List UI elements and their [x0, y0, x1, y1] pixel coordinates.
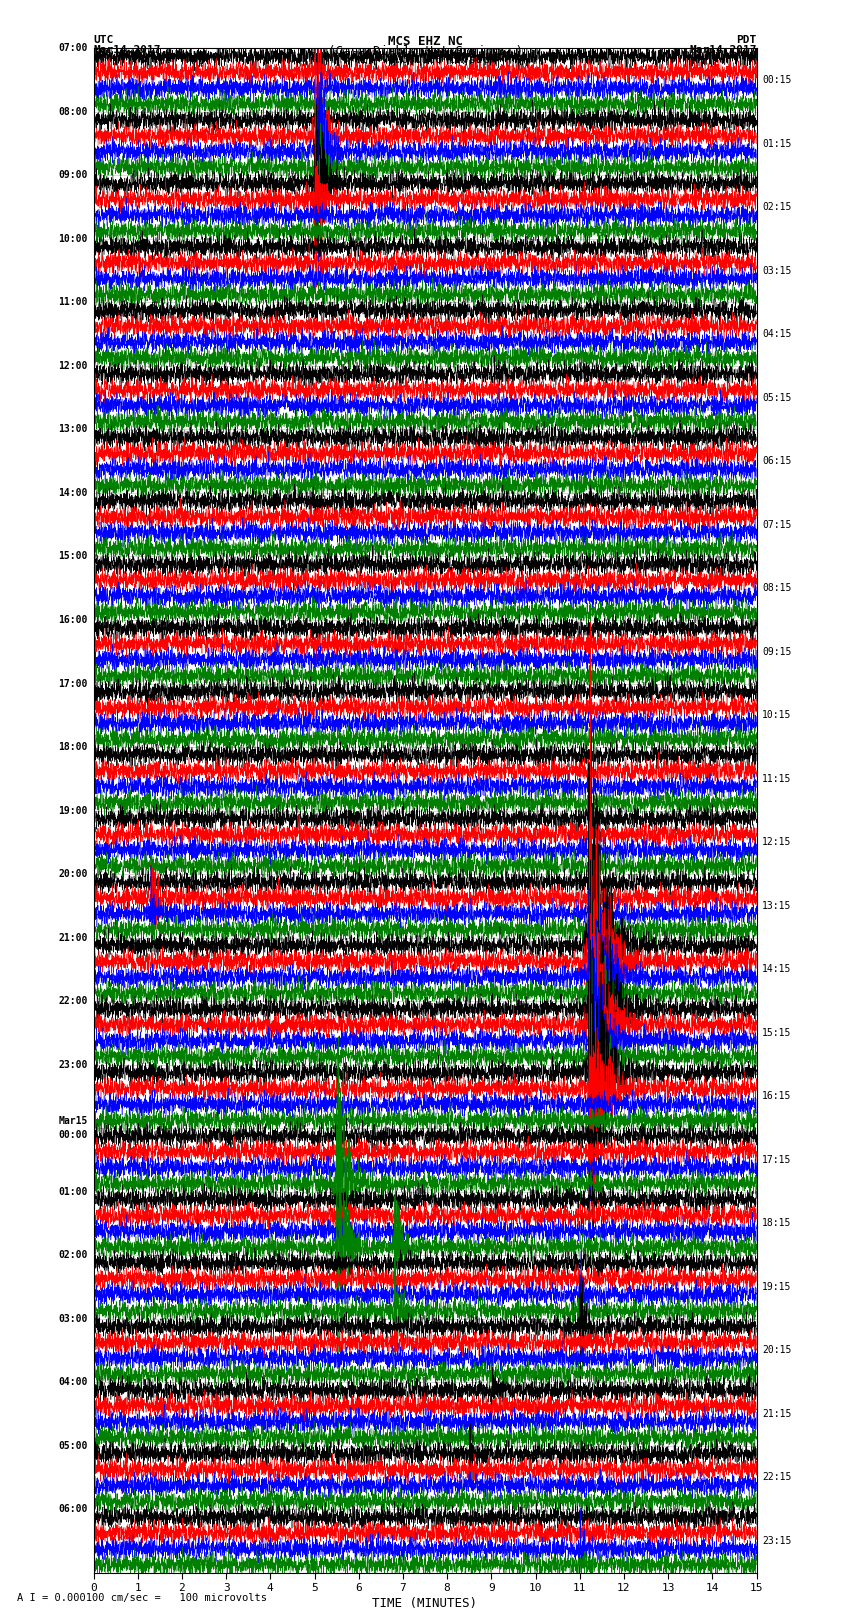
Text: 01:00: 01:00: [59, 1187, 88, 1197]
X-axis label: TIME (MINUTES): TIME (MINUTES): [372, 1597, 478, 1610]
Text: 21:00: 21:00: [59, 932, 88, 942]
Text: 17:00: 17:00: [59, 679, 88, 689]
Text: 08:15: 08:15: [762, 584, 791, 594]
Text: 13:15: 13:15: [762, 900, 791, 911]
Text: 04:15: 04:15: [762, 329, 791, 339]
Text: A I = 0.000100 cm/sec =   100 microvolts: A I = 0.000100 cm/sec = 100 microvolts: [17, 1594, 267, 1603]
Text: 12:15: 12:15: [762, 837, 791, 847]
Text: UTC: UTC: [94, 35, 114, 45]
Text: PDT: PDT: [736, 35, 756, 45]
Text: (Casa Diablo Hot Springs ): (Casa Diablo Hot Springs ): [327, 45, 523, 58]
Text: 20:00: 20:00: [59, 869, 88, 879]
Text: 14:00: 14:00: [59, 489, 88, 498]
Text: 12:00: 12:00: [59, 361, 88, 371]
Text: 10:00: 10:00: [59, 234, 88, 244]
Text: 07:00: 07:00: [59, 44, 88, 53]
Text: 19:00: 19:00: [59, 805, 88, 816]
Text: 09:00: 09:00: [59, 171, 88, 181]
Text: 21:15: 21:15: [762, 1408, 791, 1419]
Text: 02:00: 02:00: [59, 1250, 88, 1260]
Text: Mar14,2017: Mar14,2017: [689, 45, 756, 55]
Text: Mar15: Mar15: [59, 1116, 88, 1126]
Text: 05:00: 05:00: [59, 1440, 88, 1450]
Text: 04:00: 04:00: [59, 1378, 88, 1387]
Text: 09:15: 09:15: [762, 647, 791, 656]
Text: 06:15: 06:15: [762, 456, 791, 466]
Text: 06:00: 06:00: [59, 1505, 88, 1515]
Text: 02:15: 02:15: [762, 202, 791, 213]
Text: 23:15: 23:15: [762, 1536, 791, 1545]
Text: 18:15: 18:15: [762, 1218, 791, 1229]
Text: 16:00: 16:00: [59, 615, 88, 624]
Text: 03:15: 03:15: [762, 266, 791, 276]
Text: 22:15: 22:15: [762, 1473, 791, 1482]
Text: 07:15: 07:15: [762, 519, 791, 529]
Text: 11:00: 11:00: [59, 297, 88, 308]
Text: 17:15: 17:15: [762, 1155, 791, 1165]
Text: 16:15: 16:15: [762, 1092, 791, 1102]
Text: 22:00: 22:00: [59, 997, 88, 1007]
Text: MCS EHZ NC: MCS EHZ NC: [388, 35, 462, 48]
Text: 11:15: 11:15: [762, 774, 791, 784]
Text: 20:15: 20:15: [762, 1345, 791, 1355]
Text: I = 0.000100 cm/sec: I = 0.000100 cm/sec: [361, 55, 489, 65]
Text: 15:00: 15:00: [59, 552, 88, 561]
Text: 13:00: 13:00: [59, 424, 88, 434]
Text: Mar14,2017: Mar14,2017: [94, 45, 161, 55]
Text: 10:15: 10:15: [762, 710, 791, 721]
Text: 14:15: 14:15: [762, 965, 791, 974]
Text: 15:15: 15:15: [762, 1027, 791, 1037]
Text: 01:15: 01:15: [762, 139, 791, 148]
Text: 18:00: 18:00: [59, 742, 88, 752]
Text: 08:00: 08:00: [59, 106, 88, 116]
Text: 19:15: 19:15: [762, 1282, 791, 1292]
Text: 05:15: 05:15: [762, 392, 791, 403]
Text: 00:00: 00:00: [59, 1131, 88, 1140]
Text: 23:00: 23:00: [59, 1060, 88, 1069]
Text: 03:00: 03:00: [59, 1313, 88, 1324]
Text: 00:15: 00:15: [762, 76, 791, 85]
